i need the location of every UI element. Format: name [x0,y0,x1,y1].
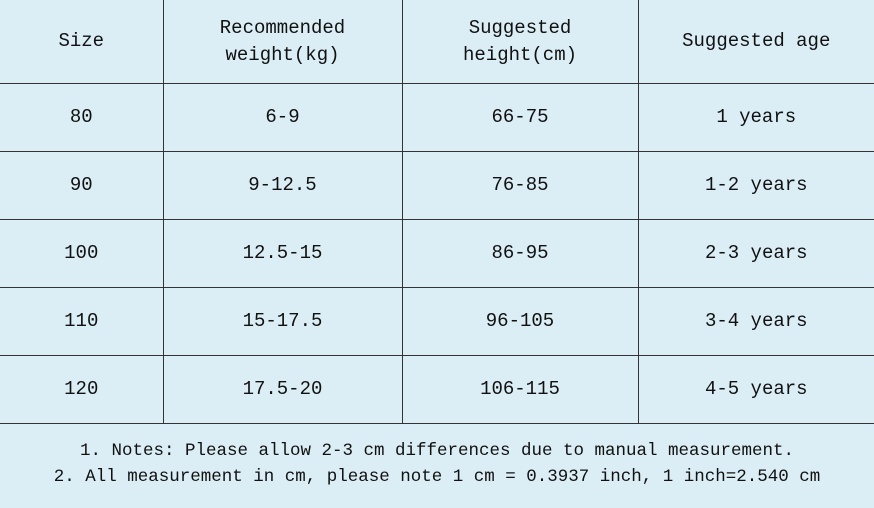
table-row: 90 9-12.5 76-85 1-2 years [0,151,874,220]
table-cell: 1 years [637,83,874,152]
table-cell: 9-12.5 [162,151,403,220]
header-line: height(cm) [462,43,578,66]
header-cell: Suggested age [637,0,874,84]
table-cell: 80 [0,83,164,152]
table-cell: 2-3 years [637,219,874,288]
table-cell: 110 [0,287,164,356]
header-cell: Size [0,0,164,84]
header-line: Recommended [219,16,346,39]
header-line: weight(kg) [225,43,340,66]
table-cell: 12.5-15 [162,219,403,288]
header-line: Suggested age [682,30,831,52]
table-row: 120 17.5-20 106-115 4-5 years [0,355,874,424]
table-cell: 3-4 years [637,287,874,356]
header-row: Size Recommended weight(kg) Suggested height… [0,0,874,84]
table-cell: 66-75 [401,83,639,152]
table-cell: 96-105 [401,287,639,356]
table-cell: 100 [0,219,164,288]
header-line: Size [58,30,105,52]
note-line: 1. Notes: Please allow 2-3 cm difference… [79,441,795,461]
table-row: 110 15-17.5 96-105 3-4 years [0,287,874,356]
table-cell: 106-115 [401,355,639,424]
note-line: 2. All measurement in cm, please note 1 … [53,467,821,487]
header-line: Suggested [468,16,572,39]
table-row: 80 6-9 66-75 1 years [0,83,874,152]
notes: 1. Notes: Please allow 2-3 cm difference… [0,438,874,490]
table-cell: 1-2 years [637,151,874,220]
table-cell: 6-9 [162,83,403,152]
table-cell: 86-95 [401,219,639,288]
table-cell: 76-85 [401,151,639,220]
header-cell: Recommended weight(kg) [162,0,403,84]
table-row: 100 12.5-15 86-95 2-3 years [0,219,874,288]
table-cell: 90 [0,151,164,220]
table-cell: 17.5-20 [162,355,403,424]
table-cell: 120 [0,355,164,424]
header-cell: Suggested height(cm) [401,0,639,84]
table-cell: 15-17.5 [162,287,403,356]
size-table: Size Recommended weight(kg) Suggested height… [0,0,874,424]
table-cell: 4-5 years [637,355,874,424]
